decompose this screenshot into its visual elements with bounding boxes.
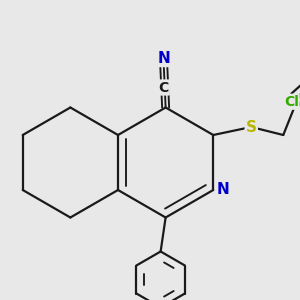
Text: N: N xyxy=(157,51,170,66)
Text: N: N xyxy=(217,182,230,197)
Text: S: S xyxy=(246,119,257,134)
Text: C: C xyxy=(158,80,169,94)
Text: Cl: Cl xyxy=(284,95,299,109)
